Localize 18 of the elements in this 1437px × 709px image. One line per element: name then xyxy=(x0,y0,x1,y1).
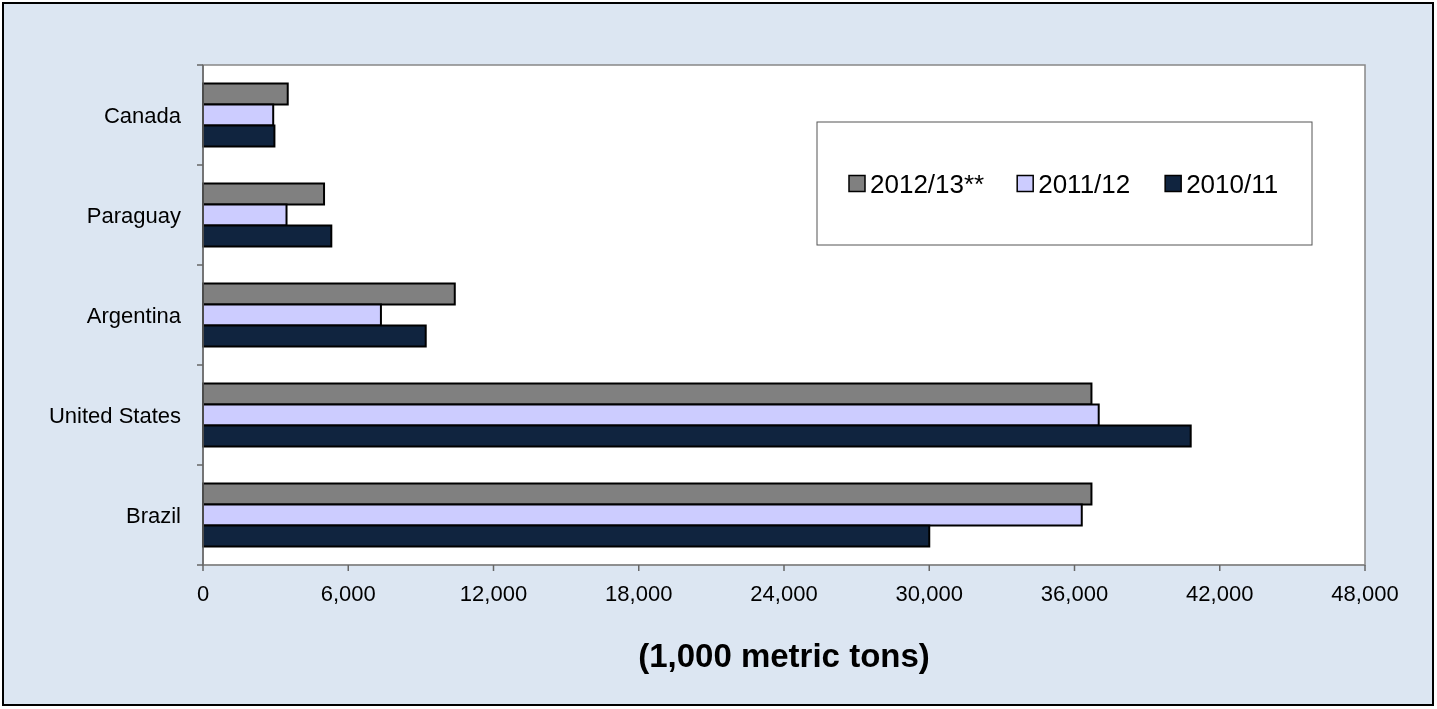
y-tick-label: Paraguay xyxy=(86,202,181,228)
legend-label: 2012/13** xyxy=(870,168,985,199)
x-tick-label: 42,000 xyxy=(1186,581,1254,606)
x-tick-label: 48,000 xyxy=(1331,581,1399,606)
x-tick-label: 6,000 xyxy=(320,581,376,606)
y-tick-label: United States xyxy=(48,402,181,428)
x-tick-label: 24,000 xyxy=(750,581,818,606)
x-tick-label: 36,000 xyxy=(1040,581,1109,606)
x-tick-label: 0 xyxy=(196,581,210,606)
x-tick-label: 30,000 xyxy=(895,581,963,606)
y-tick-label: Argentina xyxy=(86,302,182,328)
x-tick-label: 18,000 xyxy=(605,581,673,606)
legend-label: 2010/11 xyxy=(1186,168,1279,199)
x-axis-title: (1,000 metric tons) xyxy=(638,637,930,674)
y-tick-label: Brazil xyxy=(125,502,181,528)
y-tick-label: Canada xyxy=(103,102,182,128)
x-tick-label: 12,000 xyxy=(459,581,528,606)
legend-label: 2011/12 xyxy=(1038,168,1131,199)
